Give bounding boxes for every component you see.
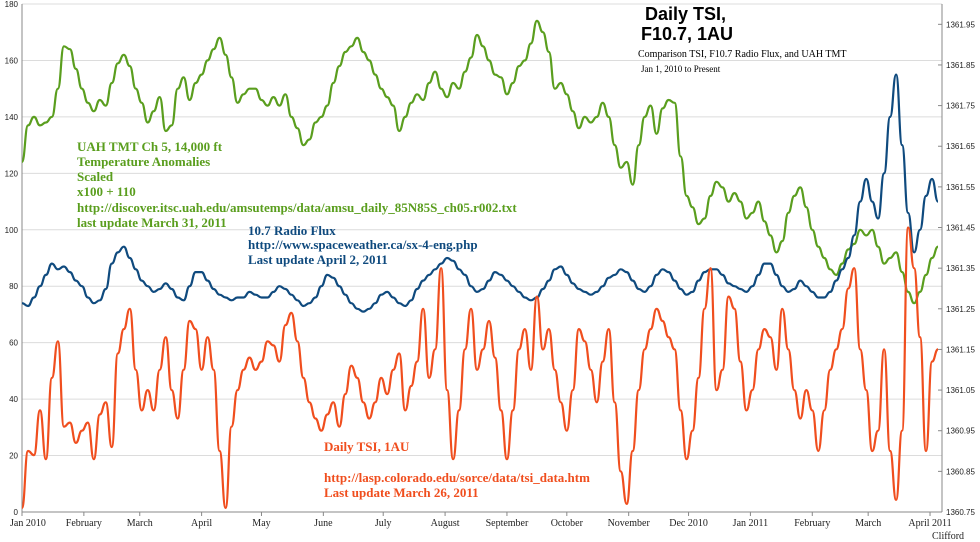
right-tick-label: 1361.45: [946, 224, 975, 233]
left-tick-label: 0: [14, 508, 19, 517]
x-tick-label: Dec 2010: [669, 518, 708, 529]
annotation-flux-line2: http://www.spaceweather.ca/sx-4-eng.php: [248, 237, 478, 252]
left-tick-label: 120: [5, 169, 19, 178]
left-tick-label: 180: [5, 0, 19, 9]
series-line-1: [21, 73, 940, 313]
left-tick-label: 160: [5, 56, 19, 65]
annotation-uah-line1: UAH TMT Ch 5, 14,000 ft: [77, 139, 223, 154]
right-tick-label: 1361.25: [946, 305, 975, 314]
chart-title-line1: Daily TSI,: [645, 4, 726, 24]
left-tick-label: 20: [9, 452, 18, 461]
x-axis: Jan 2010 February March April May June July Aug…: [10, 511, 952, 529]
left-tick-label: 40: [9, 395, 18, 404]
x-tick-label: September: [486, 518, 529, 529]
right-tick-label: 1361.75: [946, 102, 975, 111]
x-tick-label: November: [608, 518, 651, 529]
annotation-uah-line5: http://discover.itsc.uah.edu/amsutemps/d…: [77, 200, 517, 215]
right-tick-label: 1361.95: [946, 20, 975, 29]
right-tick-label: 1361.15: [946, 345, 975, 354]
x-tick-label: March: [855, 518, 881, 529]
right-tick-label: 1361.85: [946, 61, 975, 70]
annotation-flux-line1: 10.7 Radio Flux: [248, 223, 336, 238]
left-tick-label: 60: [9, 339, 18, 348]
annotation-uah: UAH TMT Ch 5, 14,000 ft Temperature Anom…: [77, 139, 517, 230]
gridlines: [22, 3, 942, 513]
annotation-uah-line6: last update March 31, 2011: [77, 215, 227, 230]
annotation-flux: 10.7 Radio Flux http://www.spaceweather.…: [248, 223, 478, 267]
annotation-tsi-line1: Daily TSI, 1AU: [324, 439, 410, 454]
left-tick-label: 100: [5, 226, 19, 235]
x-tick-label: June: [314, 518, 333, 529]
chart-title-line2: F10.7, 1AU: [641, 24, 733, 44]
x-tick-label: Jan 2011: [733, 518, 768, 529]
right-tick-label: 1361.65: [946, 142, 975, 151]
x-tick-label: Jan 2010: [10, 518, 46, 529]
series-line-2: [20, 226, 939, 509]
x-tick-label: February: [794, 518, 830, 529]
left-tick-label: 140: [5, 113, 19, 122]
x-tick-label: May: [252, 518, 270, 529]
right-axis: 1360.75 1360.85 1360.95 1361.05 1361.15 1361.…: [938, 4, 975, 517]
annotation-uah-line4: x100 + 110: [77, 184, 136, 199]
chart-subtitle-date: Jan 1, 2010 to Present: [641, 64, 721, 74]
left-tick-label: 80: [9, 282, 18, 291]
right-tick-label: 1360.95: [946, 427, 975, 436]
x-tick-label: October: [551, 518, 584, 529]
annotation-tsi-line3: Last update March 26, 2011: [324, 485, 479, 500]
annotation-uah-line3: Scaled: [77, 169, 114, 184]
left-axis: 0 20 40 60 80 100 120 140 160 180: [5, 0, 23, 517]
right-tick-label: 1360.85: [946, 467, 975, 476]
x-tick-label: March: [127, 518, 153, 529]
x-tick-label: April 2011: [908, 518, 951, 529]
annotation-uah-line2: Temperature Anomalies: [77, 154, 210, 169]
x-tick-label: February: [66, 518, 102, 529]
x-tick-label: August: [431, 518, 460, 529]
chart-subtitle: Comparison TSI, F10.7 Radio Flux, and UA…: [638, 49, 847, 60]
right-tick-label: 1361.55: [946, 183, 975, 192]
credit-label: Clifford: [932, 531, 964, 542]
annotation-tsi-line2: http://lasp.colorado.edu/sorce/data/tsi_…: [324, 470, 590, 485]
annotation-tsi: Daily TSI, 1AU http://lasp.colorado.edu/…: [324, 439, 590, 500]
x-tick-label: April: [191, 518, 212, 529]
right-tick-label: 1361.35: [946, 264, 975, 273]
series-group: [20, 19, 940, 509]
right-tick-label: 1360.75: [946, 508, 975, 517]
series-line-0: [20, 19, 939, 305]
right-tick-label: 1361.05: [946, 386, 975, 395]
annotation-flux-line3: Last update April 2, 2011: [248, 252, 388, 267]
x-tick-label: July: [375, 518, 392, 529]
